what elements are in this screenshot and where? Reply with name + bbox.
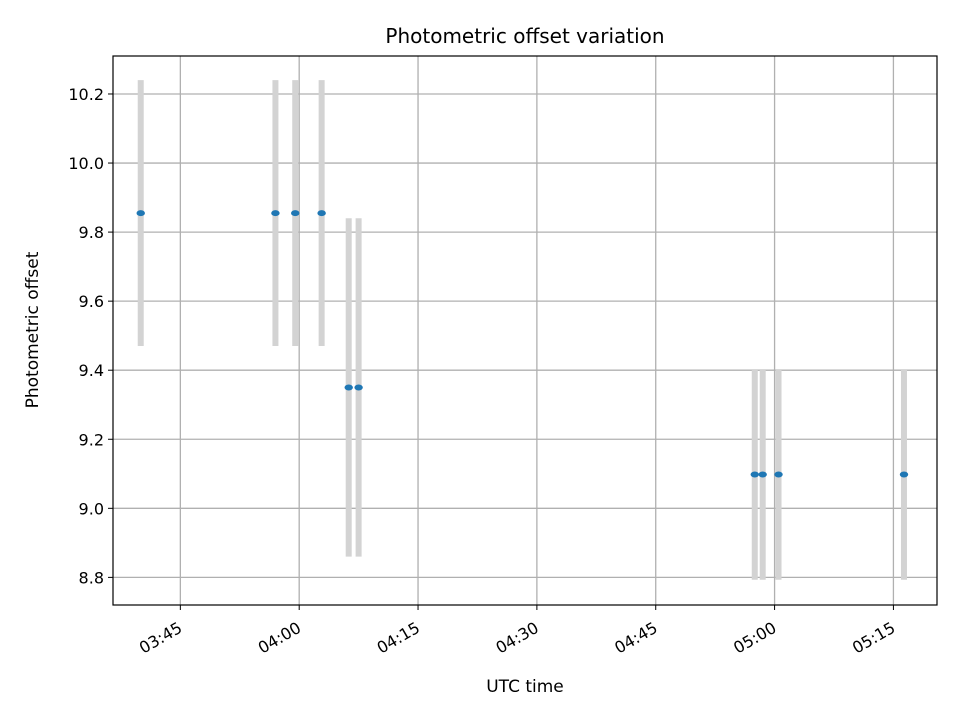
data-point xyxy=(344,384,353,391)
data-point xyxy=(354,384,363,391)
data-marks xyxy=(136,80,909,580)
x-axis-label: UTC time xyxy=(486,677,564,697)
y-axis-label: Photometric offset xyxy=(23,251,43,408)
y-tick-label: 10.2 xyxy=(68,85,104,104)
grid xyxy=(113,56,937,605)
chart-title: Photometric offset variation xyxy=(385,24,664,48)
y-tick-label: 9.6 xyxy=(79,292,104,311)
data-point xyxy=(750,471,759,478)
data-point xyxy=(317,210,326,217)
y-tick-label: 10.0 xyxy=(68,154,104,173)
data-point xyxy=(291,210,300,217)
y-tick-label: 8.8 xyxy=(79,568,104,587)
y-tick-label: 9.0 xyxy=(79,499,104,518)
y-tick-label: 9.8 xyxy=(79,223,104,242)
data-point xyxy=(774,471,783,478)
data-point xyxy=(136,210,145,217)
data-point xyxy=(899,471,909,478)
data-point xyxy=(758,471,767,478)
data-point xyxy=(271,210,280,217)
plot-frame xyxy=(112,55,938,606)
y-tick-label: 9.4 xyxy=(79,361,104,380)
y-tick-label: 9.2 xyxy=(79,430,104,449)
